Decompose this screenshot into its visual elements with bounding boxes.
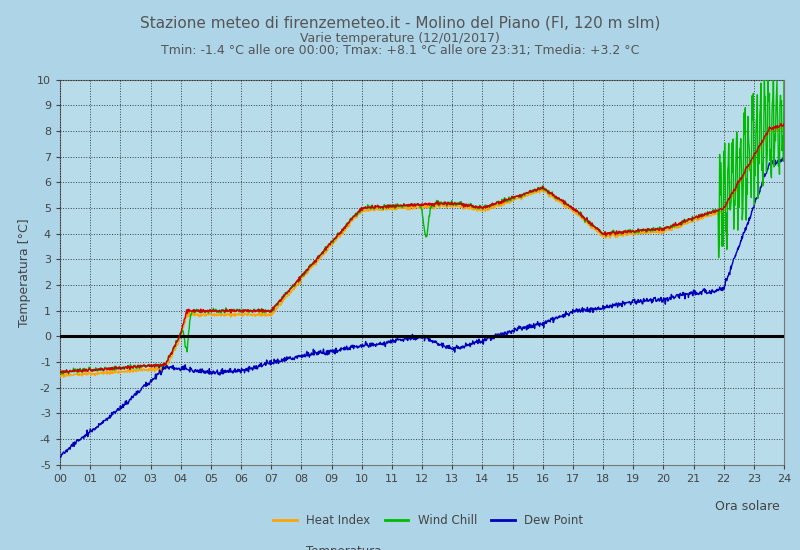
- Legend: Temperatura: Temperatura: [269, 540, 386, 550]
- Text: Stazione meteo di firenzemeteo.it - Molino del Piano (FI, 120 m slm): Stazione meteo di firenzemeteo.it - Moli…: [140, 15, 660, 30]
- Text: Tmin: -1.4 °C alle ore 00:00; Tmax: +8.1 °C alle ore 23:31; Tmedia: +3.2 °C: Tmin: -1.4 °C alle ore 00:00; Tmax: +8.1…: [161, 44, 639, 57]
- Text: Varie temperature (12/01/2017): Varie temperature (12/01/2017): [300, 32, 500, 45]
- Text: Ora solare: Ora solare: [715, 499, 780, 513]
- Y-axis label: Temperatura [°C]: Temperatura [°C]: [18, 218, 31, 327]
